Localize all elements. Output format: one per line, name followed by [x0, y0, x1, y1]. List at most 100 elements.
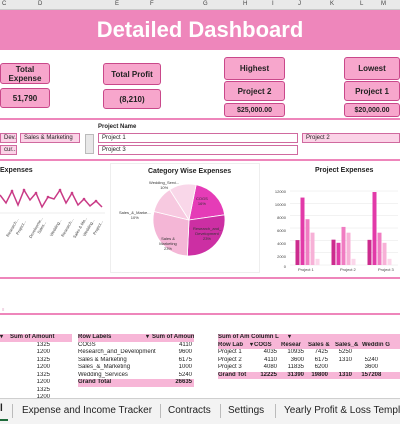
total-expense-value[interactable]: 51,790	[0, 88, 50, 108]
bar[interactable]	[300, 197, 305, 265]
table-cell[interactable]: 6175	[178, 356, 192, 363]
table-cell[interactable]: 11835	[287, 364, 304, 370]
bar[interactable]	[315, 258, 320, 265]
table-cell[interactable]: 6200	[314, 364, 328, 370]
bar[interactable]	[367, 239, 372, 265]
table-cell[interactable]: 1325	[36, 386, 50, 393]
table-cell[interactable]: COGS	[78, 341, 96, 348]
table-cell[interactable]: 10935	[287, 349, 304, 355]
column-header[interactable]: I	[272, 1, 274, 7]
tab-contracts[interactable]: Contracts	[168, 405, 211, 416]
table-cell[interactable]: 5240	[364, 356, 378, 363]
table-cell[interactable]: 3600	[290, 356, 304, 363]
table-cell[interactable]: 12225	[260, 371, 277, 378]
total-profit-value[interactable]: (8,210)	[103, 89, 161, 109]
filter-icon[interactable]: ▾	[250, 341, 254, 348]
category-pie-chart[interactable]: Category Wise Expenses Wedding_Servi... 1…	[110, 163, 260, 273]
bar[interactable]	[377, 232, 382, 265]
bar[interactable]	[310, 232, 315, 265]
bar[interactable]	[336, 242, 341, 265]
table-cell[interactable]: Sales & Marketing	[78, 356, 127, 363]
slicer-project-2[interactable]: Project 2	[302, 133, 400, 143]
bar[interactable]	[341, 226, 346, 265]
table-cell[interactable]: 1200	[36, 364, 50, 370]
total-profit-label[interactable]: Total Profit	[103, 63, 161, 85]
table-cell[interactable]: 1325	[36, 371, 50, 378]
bar[interactable]	[305, 219, 310, 265]
column-header[interactable]: E	[115, 1, 120, 7]
table-cell[interactable]: Project 1	[218, 349, 242, 355]
column-header[interactable]: D	[38, 1, 43, 7]
table-cell[interactable]: 9600	[178, 349, 192, 355]
highest-project[interactable]: Project 2	[224, 81, 285, 101]
column-header[interactable]: J	[298, 1, 301, 7]
table-cell[interactable]: 19800	[311, 371, 328, 378]
table-cell[interactable]: 5240	[178, 371, 192, 378]
table-cell[interactable]: 4080	[263, 364, 277, 370]
slicer-scrollbar[interactable]	[85, 134, 94, 154]
project-expenses-bar-chart[interactable]: Project Expenses 12000 10000 8000 6000 4…	[268, 163, 400, 275]
bar[interactable]	[387, 258, 392, 265]
column-header[interactable]: M	[381, 1, 386, 7]
pie-slice[interactable]	[188, 184, 226, 221]
table-cell[interactable]: 4035	[263, 349, 277, 355]
table-cell[interactable]: Project 2	[218, 356, 242, 363]
table-cell[interactable]: Wedding_Services	[78, 371, 128, 378]
column-header[interactable]: L	[360, 1, 364, 7]
table-cell[interactable]: 1000	[178, 364, 192, 370]
total-expense-label[interactable]: Total Expense	[0, 63, 50, 84]
tab-expense-income-tracker[interactable]: Expense and Income Tracker	[22, 405, 153, 416]
table-cell[interactable]: Project 3	[218, 364, 242, 370]
bar[interactable]	[346, 232, 351, 265]
table-cell[interactable]: 6175	[314, 356, 328, 363]
table-cell[interactable]: 1200	[36, 379, 50, 385]
table-cell[interactable]: 15720	[361, 371, 378, 378]
lowest-value[interactable]: $20,000.00	[344, 103, 400, 117]
table-cell[interactable]: 1325	[36, 356, 50, 363]
bar[interactable]	[351, 258, 356, 265]
slicer-project-1[interactable]: Project 1	[98, 133, 298, 143]
slicer-project-3[interactable]: Project 3	[98, 145, 298, 155]
column-header[interactable]: K	[330, 1, 335, 7]
active-sheet-tab[interactable]: l	[0, 403, 8, 421]
pie-slice[interactable]	[169, 183, 197, 222]
table-cell[interactable]: 1310	[338, 371, 352, 378]
table-cell[interactable]	[352, 349, 378, 357]
table-cell[interactable]: Research_and_Development	[78, 349, 156, 355]
column-header[interactable]: H	[243, 1, 248, 7]
table-cell[interactable]: Grand Total	[78, 379, 112, 385]
filter-icon[interactable]: ▾	[288, 334, 292, 340]
expenses-line-chart[interactable]: Expenses Research... Project... Developm…	[0, 163, 105, 273]
bar[interactable]	[295, 240, 300, 265]
table-cell[interactable]: 1200	[36, 394, 50, 400]
highest-value[interactable]: $25,000.00	[224, 103, 285, 117]
table-cell[interactable]: Grand Tot	[218, 371, 247, 378]
slicer-sales-marketing[interactable]: Sales & Marketing	[20, 133, 80, 143]
table-cell[interactable]: 1310	[338, 356, 352, 363]
filter-icon[interactable]: ▾	[146, 334, 150, 340]
table-cell[interactable]: 3600	[364, 364, 378, 370]
table-cell[interactable]: 26635	[175, 379, 192, 385]
bar[interactable]	[372, 192, 377, 265]
table-cell[interactable]: 4110	[264, 356, 277, 363]
table-cell[interactable]: 7425	[314, 349, 328, 355]
table-cell[interactable]: Sales_&_Marketing	[78, 364, 131, 370]
pie-slice[interactable]	[152, 211, 190, 257]
filter-icon[interactable]: ▾	[0, 334, 4, 340]
table-cell[interactable]: 31390	[287, 371, 304, 378]
bar[interactable]	[331, 239, 336, 265]
bar[interactable]	[382, 242, 387, 265]
table-cell[interactable]	[328, 364, 352, 372]
lowest-project[interactable]: Project 1	[344, 81, 400, 101]
table-cell[interactable]: 4110	[179, 341, 192, 348]
table-cell[interactable]: 1200	[36, 349, 50, 355]
highest-label[interactable]: Highest	[224, 57, 285, 80]
column-header[interactable]: G	[203, 1, 208, 7]
lowest-label[interactable]: Lowest	[344, 57, 400, 80]
slicer-cur[interactable]: cur...	[0, 145, 17, 155]
tab-settings[interactable]: Settings	[228, 405, 265, 416]
pie-slice[interactable]	[186, 214, 226, 257]
table-cell[interactable]: 1325	[36, 341, 50, 348]
table-cell[interactable]: 5250	[338, 349, 352, 355]
slicer-dev[interactable]: Dev...	[0, 133, 17, 143]
